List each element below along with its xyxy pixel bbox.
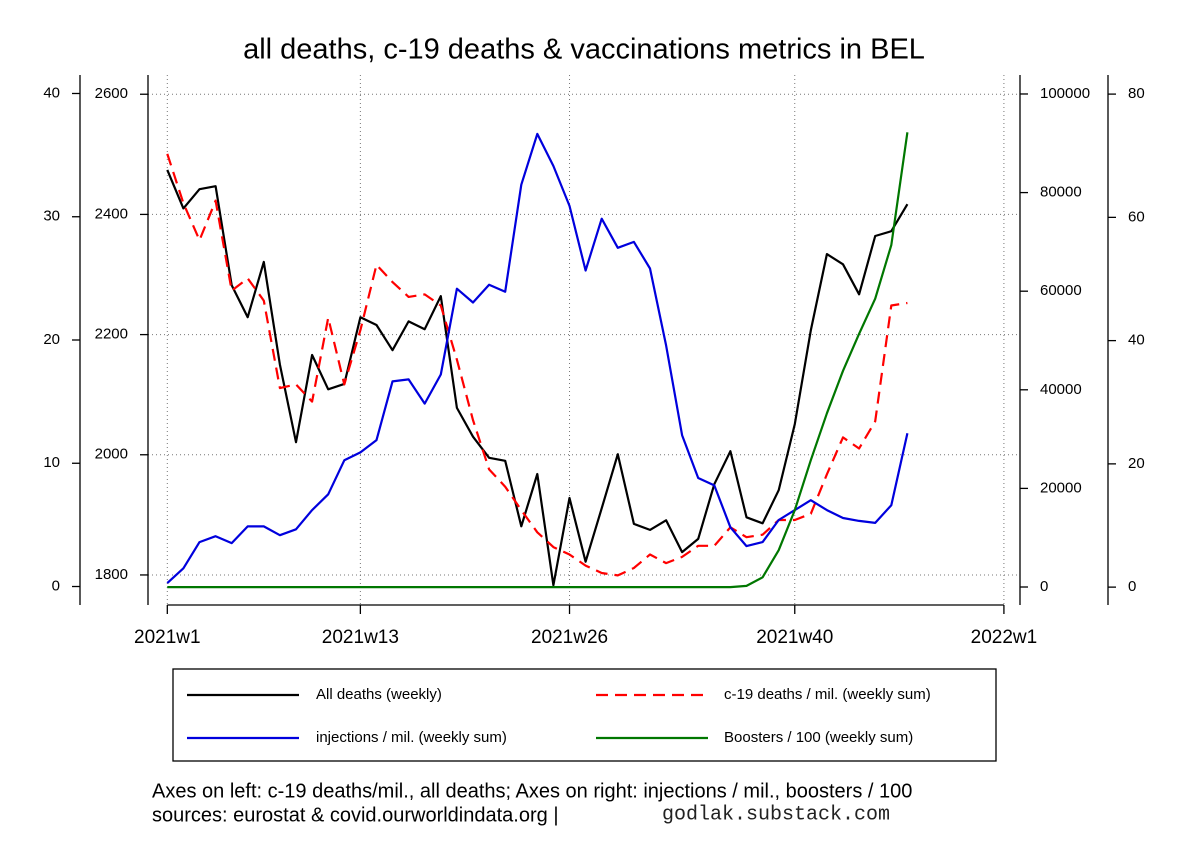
y-tick-label: 80000 [1040,184,1082,201]
credit: godlak.substack.com [662,803,890,826]
legend-label: Boosters / 100 (weekly sum) [724,729,913,746]
y-tick-label: 100000 [1040,85,1090,102]
x-tick-label: 2021w26 [531,627,608,648]
legend-box [172,668,997,762]
y-tick-label: 10 [43,454,60,471]
series-line [166,132,909,584]
y-tick-label: 2400 [95,205,128,222]
legend-label: injections / mil. (weekly sum) [316,729,507,746]
y-tick-label: 20 [1128,455,1145,472]
y-tick-label: 2200 [95,326,128,343]
y-tick-label: 60000 [1040,282,1082,299]
x-tick-label: 2021w1 [134,627,201,648]
y-tick-label: 0 [1128,578,1136,595]
y-tick-label: 60 [1128,208,1145,225]
legend-label: All deaths (weekly) [316,686,442,703]
legend-label: c-19 deaths / mil. (weekly sum) [724,686,931,703]
y-tick-label: 40000 [1040,381,1082,398]
y-tick-label: 2000 [95,446,128,463]
y-tick-label: 0 [52,577,60,594]
y-tick-label: 0 [1040,578,1048,595]
y-tick-label: 40 [1128,332,1145,349]
x-tick-label: 2021w13 [322,627,399,648]
y-tick-label: 40 [43,84,60,101]
y-tick-label: 2600 [95,85,128,102]
series-line [167,132,909,589]
y-tick-label: 1800 [95,566,128,583]
chart-title: all deaths, c-19 deaths & vaccinations m… [243,34,925,66]
y-tick-label: 30 [43,208,60,225]
note: Axes on left: c-19 deaths/mil., all deat… [152,780,912,802]
series-line [166,169,909,587]
series-line [166,153,908,577]
y-tick-label: 20 [43,331,60,348]
x-tick-label: 2021w40 [756,627,833,648]
y-tick-label: 20000 [1040,479,1082,496]
note: sources: eurostat & covid.ourworldindata… [152,804,559,826]
y-tick-label: 80 [1128,85,1145,102]
x-tick-label: 2022w1 [971,627,1038,648]
